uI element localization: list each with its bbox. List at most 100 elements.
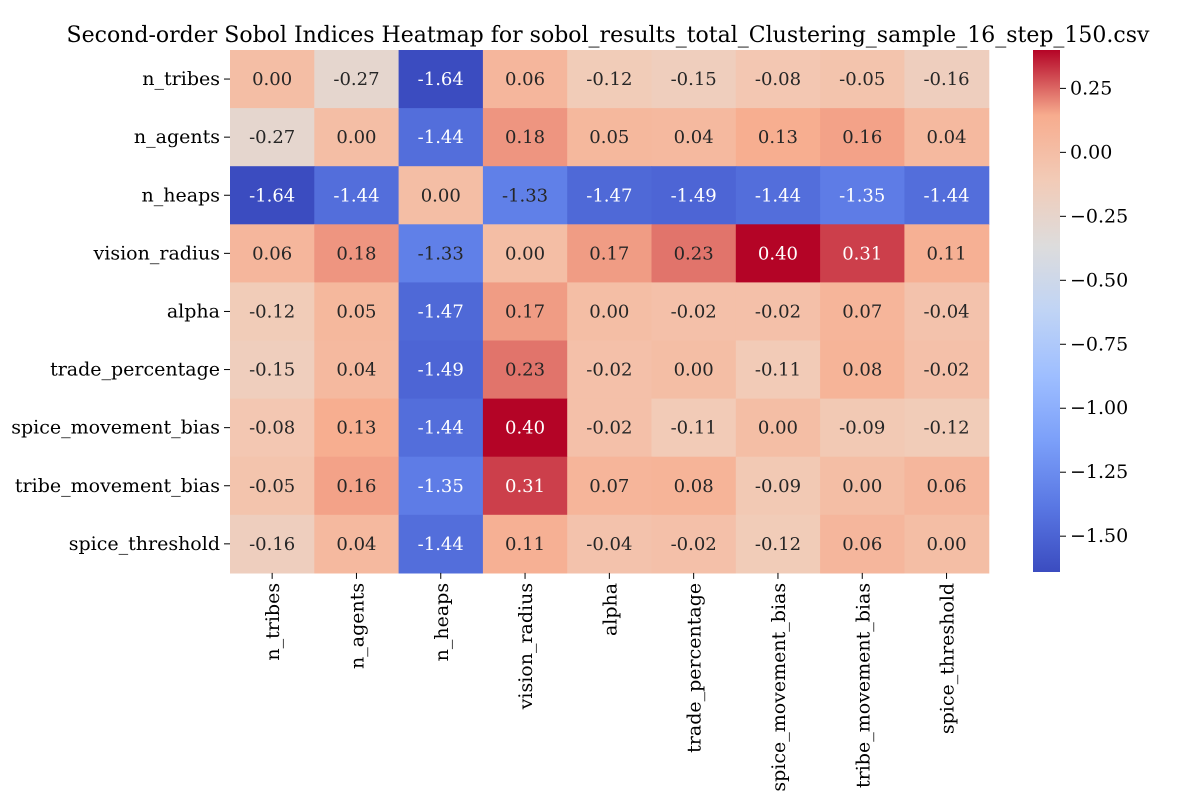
cell-value-label: 0.16 xyxy=(842,127,882,148)
heatmap-cell xyxy=(904,166,990,225)
heatmap-cell xyxy=(314,398,400,458)
col-tick-label: spice_threshold xyxy=(937,583,959,734)
heatmap-cell xyxy=(314,282,400,342)
row-tick-label: n_agents xyxy=(134,126,220,148)
heatmap-cell xyxy=(230,282,315,342)
cell-value-label: 0.00 xyxy=(336,127,376,148)
cell-value-label: -0.11 xyxy=(755,360,801,381)
heatmap-cell xyxy=(651,224,737,283)
heatmap-cell xyxy=(398,514,484,574)
cell-value-label: 0.00 xyxy=(421,185,461,206)
col-tick-label: spice_movement_bias xyxy=(768,583,790,792)
colorbar-tick-label: −0.75 xyxy=(1070,333,1128,355)
cell-value-label: 0.11 xyxy=(927,243,967,264)
col-tick-label: n_tribes xyxy=(262,583,284,661)
heatmap-cell xyxy=(398,398,484,458)
cell-value-label: 0.00 xyxy=(589,301,629,322)
row-tick-label: spice_movement_bias xyxy=(11,417,220,439)
cell-value-label: -1.44 xyxy=(755,185,801,206)
cell-value-label: 0.18 xyxy=(336,243,376,264)
heatmap-cell xyxy=(651,108,737,167)
cell-value-label: -1.64 xyxy=(418,69,464,90)
cell-value-label: -1.44 xyxy=(923,185,969,206)
heatmap-cell xyxy=(567,340,653,400)
col-tick-label: alpha xyxy=(599,583,621,636)
heatmap-cell xyxy=(567,108,653,167)
heatmap-cell xyxy=(482,398,568,458)
cell-value-label: -0.02 xyxy=(671,534,717,555)
heatmap-cell xyxy=(398,50,484,109)
heatmap-cell xyxy=(820,340,905,400)
cell-value-label: -0.16 xyxy=(923,69,969,90)
colorbar-tick-label: 0.25 xyxy=(1070,77,1112,99)
cell-value-label: 0.07 xyxy=(842,301,882,322)
cell-value-label: 0.00 xyxy=(758,418,798,439)
heatmap-cell xyxy=(904,340,990,400)
col-tick-label: tribe_movement_bias xyxy=(852,583,874,788)
heatmap-cell xyxy=(230,166,315,225)
heatmap-cell xyxy=(567,224,653,283)
heatmap-cell xyxy=(651,340,737,400)
heatmap-cell xyxy=(820,514,905,574)
heatmap-cell xyxy=(567,398,653,458)
heatmap-cell xyxy=(230,456,315,516)
cell-value-label: -1.44 xyxy=(418,127,464,148)
heatmap-cell xyxy=(230,340,315,400)
colorbar-tick-label: −0.50 xyxy=(1070,269,1128,291)
heatmap-cell xyxy=(735,340,821,400)
cell-value-label: 0.06 xyxy=(842,534,882,555)
col-tick-label: trade_percentage xyxy=(684,583,706,753)
heatmap-cell xyxy=(735,282,821,342)
row-tick-label: tribe_movement_bias xyxy=(15,475,220,497)
cell-value-label: 0.07 xyxy=(589,476,629,497)
cell-value-label: 0.11 xyxy=(505,534,545,555)
cell-value-label: 0.06 xyxy=(505,69,545,90)
cell-value-label: -0.12 xyxy=(755,534,801,555)
col-tick-labels: n_tribes n_agents n_heaps vision_radius alph… xyxy=(262,572,959,792)
heatmap-cell xyxy=(904,398,990,458)
heatmap-cell xyxy=(482,456,568,516)
heatmap-cell xyxy=(398,224,484,283)
heatmap-cell xyxy=(398,340,484,400)
cell-value-label: -0.08 xyxy=(249,418,295,439)
heatmap-cell xyxy=(314,224,400,283)
cell-value-label: -0.09 xyxy=(839,418,885,439)
col-tick-label: vision_radius xyxy=(515,583,537,710)
cell-value-label: -0.12 xyxy=(249,301,295,322)
cell-value-label: 0.00 xyxy=(674,360,714,381)
cell-value-label: -0.02 xyxy=(755,301,801,322)
cell-value-label: -0.27 xyxy=(249,127,295,148)
cell-value-label: -0.02 xyxy=(586,418,632,439)
heatmap-cell xyxy=(651,166,737,225)
heatmap-cell xyxy=(230,108,315,167)
heatmap-cell xyxy=(230,398,315,458)
cell-value-label: 0.06 xyxy=(252,243,292,264)
cell-value-label: 0.04 xyxy=(336,534,376,555)
heatmap-cell xyxy=(567,514,653,574)
heatmap-cell xyxy=(735,166,821,225)
heatmap-cell xyxy=(735,398,821,458)
heatmap-cell xyxy=(904,514,990,574)
heatmap-cell xyxy=(398,108,484,167)
cell-value-label: 0.40 xyxy=(758,243,798,264)
heatmap-cell xyxy=(482,50,568,109)
cell-value-label: -0.09 xyxy=(755,476,801,497)
heatmap-cell xyxy=(820,108,905,167)
cell-value-label: -1.35 xyxy=(418,476,464,497)
heatmap-cell xyxy=(904,108,990,167)
heatmap-cell xyxy=(314,340,400,400)
heatmap-cell xyxy=(398,456,484,516)
heatmap-cell xyxy=(735,224,821,283)
heatmap-cell xyxy=(567,166,653,225)
heatmap-cell xyxy=(735,456,821,516)
row-tick-labels: n_tribes n_agents n_heaps vision_radiusalph… xyxy=(11,68,230,555)
heatmap-cell xyxy=(314,456,400,516)
heatmap-cell xyxy=(651,282,737,342)
cell-value-label: -0.16 xyxy=(249,534,295,555)
cell-value-label: -0.15 xyxy=(671,69,717,90)
heatmap-cell xyxy=(735,514,821,574)
colorbar: 0.25 0.00 −0.25 −0.50 −0.75 −1.00 −1.25 −1.50 xyxy=(1033,50,1128,572)
colorbar-tick-label: −1.00 xyxy=(1070,397,1128,419)
cell-value-label: 0.06 xyxy=(927,476,967,497)
